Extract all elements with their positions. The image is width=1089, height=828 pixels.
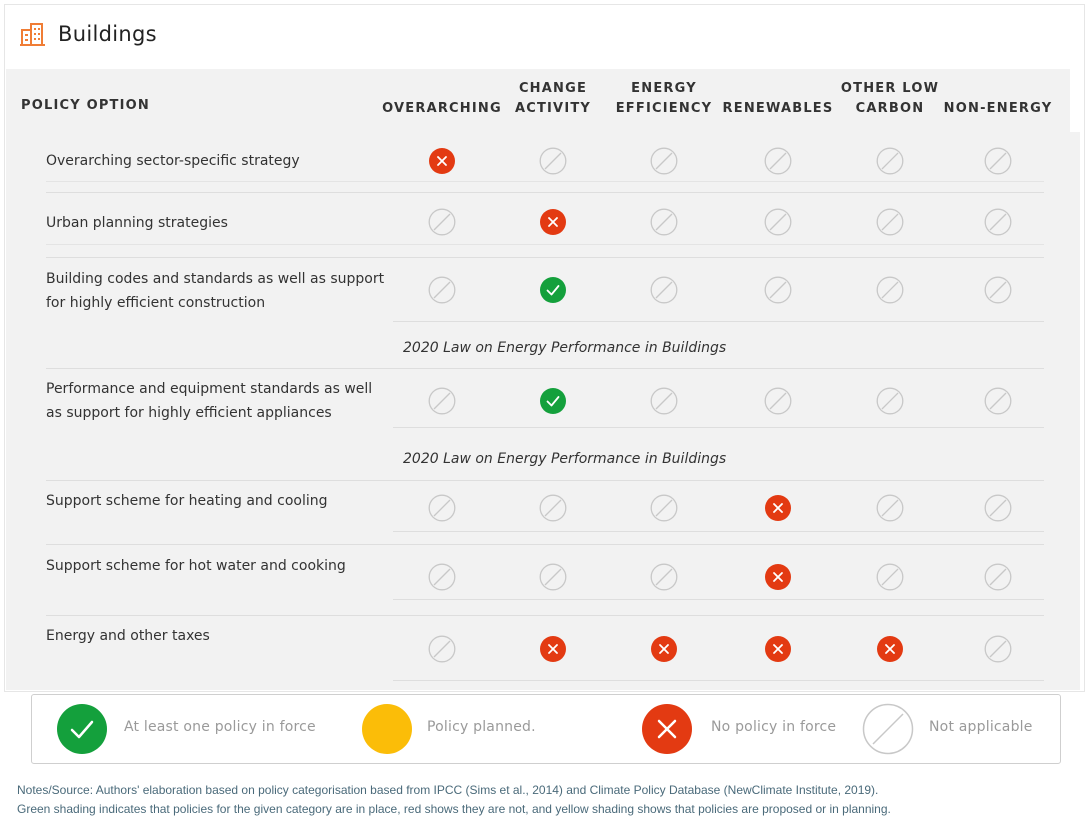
not-applicable-icon — [876, 494, 904, 522]
column-header: RENEWABLES — [723, 79, 834, 119]
not-applicable-icon — [984, 387, 1012, 415]
row-divider — [393, 427, 1044, 428]
column-header-line2: EFFICIENCY — [615, 101, 713, 116]
legend-planned: Policy planned. — [427, 719, 536, 735]
not-applicable-icon — [876, 147, 904, 175]
not-applicable-icon — [428, 208, 456, 236]
not-applicable-icon — [764, 387, 792, 415]
column-header-line2: CARBON — [855, 101, 925, 116]
column-header: ENERGY EFFICIENCY — [616, 79, 713, 119]
row-divider — [46, 257, 1044, 258]
row-note: 2020 Law on Energy Performance in Buildi… — [403, 451, 727, 467]
row-divider — [393, 680, 1044, 681]
cross-icon — [765, 564, 791, 590]
legend-in-force: At least one policy in force — [124, 719, 316, 735]
column-header-line1 — [382, 79, 502, 99]
notes-line-2: Green shading indicates that policies fo… — [17, 802, 891, 816]
not-applicable-icon — [764, 147, 792, 175]
row-label: Support scheme for hot water and cooking — [46, 558, 346, 574]
legend: At least one policy in force Policy plan… — [31, 694, 1061, 764]
not-applicable-icon — [428, 635, 456, 663]
column-header: CHANGE ACTIVITY — [515, 79, 591, 119]
check-icon — [57, 704, 107, 754]
row-divider — [393, 321, 1044, 322]
notes-line-1: Notes/Source: Authors' elaboration based… — [17, 783, 879, 797]
notes: Notes/Source: Authors' elaboration based… — [17, 781, 891, 819]
cross-icon — [765, 495, 791, 521]
table-header — [6, 69, 1070, 132]
not-applicable-icon — [764, 276, 792, 304]
legend-no-policy: No policy in force — [711, 719, 837, 735]
not-applicable-icon — [650, 494, 678, 522]
row-label: Energy and other taxes — [46, 628, 210, 644]
not-applicable-icon — [984, 147, 1012, 175]
check-icon — [540, 388, 566, 414]
column-header: OTHER LOW CARBON — [841, 79, 939, 119]
buildings-icon — [20, 23, 45, 46]
title-row: Buildings — [20, 18, 157, 50]
column-header: OVERARCHING — [382, 79, 502, 119]
row-divider — [46, 615, 1044, 616]
row-divider — [46, 480, 1044, 481]
not-applicable-icon — [539, 147, 567, 175]
not-applicable-icon — [876, 208, 904, 236]
cross-icon — [642, 704, 692, 754]
not-applicable-icon — [428, 494, 456, 522]
cross-icon — [877, 636, 903, 662]
not-applicable-icon — [764, 208, 792, 236]
not-applicable-icon — [650, 147, 678, 175]
column-header-line2: RENEWABLES — [722, 101, 834, 116]
not-applicable-icon — [984, 276, 1012, 304]
column-header-line1 — [944, 79, 1053, 99]
row-divider — [46, 368, 1044, 369]
not-applicable-icon — [539, 494, 567, 522]
not-applicable-icon — [984, 563, 1012, 591]
not-applicable-icon — [428, 387, 456, 415]
row-label: Performance and equipment standards as w… — [46, 381, 373, 421]
not-applicable-icon — [428, 563, 456, 591]
check-icon — [540, 277, 566, 303]
legend-not-applicable: Not applicable — [929, 719, 1033, 735]
not-applicable-icon — [862, 703, 914, 755]
row-divider — [46, 244, 1044, 245]
row-divider — [46, 181, 1044, 182]
not-applicable-icon — [876, 387, 904, 415]
not-applicable-icon — [876, 563, 904, 591]
not-applicable-icon — [650, 563, 678, 591]
cross-icon — [765, 636, 791, 662]
not-applicable-icon — [876, 276, 904, 304]
column-header-line2: NON-ENERGY — [943, 101, 1053, 116]
row-label: Building codes and standards as well as … — [46, 271, 385, 311]
header-policy-option: POLICY OPTION — [21, 98, 150, 113]
row-label: Support scheme for heating and cooling — [46, 493, 328, 509]
cross-icon — [540, 636, 566, 662]
row-note: 2020 Law on Energy Performance in Buildi… — [403, 340, 727, 356]
column-header-line1 — [723, 79, 834, 99]
column-header: NON-ENERGY — [944, 79, 1053, 119]
not-applicable-icon — [539, 563, 567, 591]
cross-icon — [540, 209, 566, 235]
column-header-line1: ENERGY — [631, 81, 697, 96]
cross-icon — [651, 636, 677, 662]
row-label: Overarching sector-specific strategy — [46, 153, 300, 169]
column-header-line1: OTHER LOW — [840, 81, 940, 96]
cross-icon — [429, 148, 455, 174]
not-applicable-icon — [984, 208, 1012, 236]
planned-dot-icon — [362, 704, 412, 754]
row-divider — [393, 599, 1044, 600]
not-applicable-icon — [428, 276, 456, 304]
row-divider — [46, 544, 1044, 545]
not-applicable-icon — [650, 208, 678, 236]
not-applicable-icon — [650, 276, 678, 304]
page-title: Buildings — [58, 22, 157, 46]
column-header-line1: CHANGE — [518, 81, 588, 96]
column-header-line2: OVERARCHING — [382, 101, 502, 116]
row-label: Urban planning strategies — [46, 215, 228, 231]
not-applicable-icon — [984, 494, 1012, 522]
not-applicable-icon — [650, 387, 678, 415]
row-divider — [393, 531, 1044, 532]
not-applicable-icon — [984, 635, 1012, 663]
row-divider — [46, 192, 1044, 193]
column-header-line2: ACTIVITY — [514, 101, 592, 116]
